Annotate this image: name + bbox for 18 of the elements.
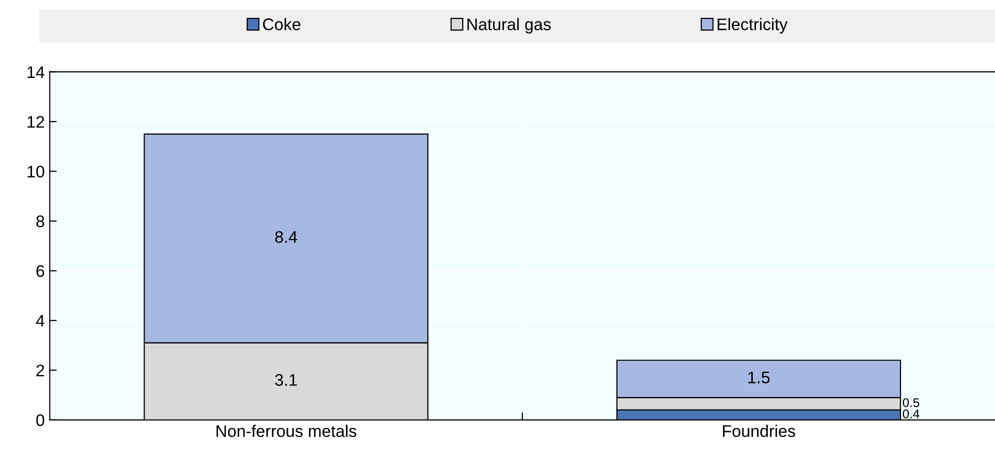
legend-label: Natural gas [467,18,551,34]
y-tick-label: 0 [36,414,44,426]
y-tick-label: 2 [36,364,44,376]
data-label: 1.5 [748,372,770,384]
y-tick-label: 14 [28,66,44,78]
x-tick-label: Foundries [723,424,796,438]
y-tick-label: 8 [36,215,44,228]
y-tick-label: 4 [36,315,44,327]
y-tick-label: 6 [36,265,44,277]
data-label: 0.5 [902,398,920,408]
legend-label: Coke [263,18,300,30]
data-label: 8.4 [275,231,298,243]
legend-label: Electricity [718,18,788,34]
data-label: 0.4 [902,409,920,418]
y-tick-label: 10 [28,166,44,178]
data-label: 3.1 [275,374,297,386]
x-tick-label: Non-ferrous metals [216,424,356,438]
y-tick-label: 12 [28,116,44,128]
